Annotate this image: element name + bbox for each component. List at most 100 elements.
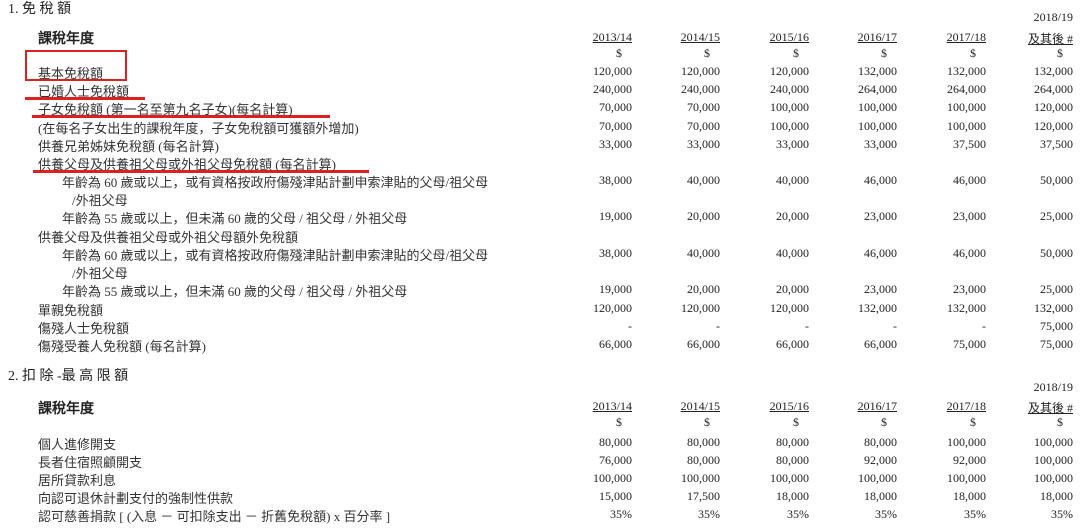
row-value: 100,000	[593, 471, 632, 485]
row-value: 100,000	[770, 119, 809, 133]
row-value: 120,000	[770, 64, 809, 78]
row-label: 子女免稅額 (第一名至第九名子女)(每名計算)	[38, 102, 293, 117]
row-value: 46,000	[953, 246, 986, 260]
row-label: 供養兄弟姊妹免稅額 (每名計算)	[38, 139, 219, 154]
year-header-text: 2013/14	[592, 399, 632, 413]
row-value: 264,000	[947, 82, 986, 96]
row-label-continuation: /外祖父母	[72, 193, 128, 208]
row-value: 120,000	[770, 301, 809, 315]
row-value: 100,000	[858, 100, 897, 114]
row-value: 75,000	[1040, 319, 1073, 333]
year-header-text: 2017/18	[946, 399, 986, 413]
year-header: 2017/18	[906, 30, 986, 45]
annotation-underline	[25, 97, 145, 100]
row-value: 80,000	[599, 435, 632, 449]
row-value: 80,000	[864, 435, 897, 449]
row-label: 年齡為 60 歲或以上，或有資格按政府傷殘津貼計劃申索津貼的父母/祖父母	[62, 248, 489, 263]
row-value: -	[628, 319, 632, 333]
year-header-text: 及其後 #	[1027, 401, 1073, 415]
row-label: (在每名子女出生的課稅年度，子女免稅額可獲額外增加)	[38, 121, 359, 136]
currency-symbol: $	[704, 415, 710, 429]
year-header: 及其後 #	[993, 399, 1073, 416]
row-value: 20,000	[687, 209, 720, 223]
row-value: 100,000	[1034, 453, 1073, 467]
currency-symbol: $	[704, 46, 710, 60]
row-label: 供養父母及供養祖父母或外祖父母額外免稅額	[38, 230, 299, 245]
row-value: 20,000	[687, 282, 720, 296]
row-label: 單親免稅額	[38, 303, 104, 318]
row-value: 15,000	[599, 489, 632, 503]
row-value: 35%	[787, 507, 809, 521]
year-header-top: 2018/19	[1033, 380, 1073, 394]
row-value: 25,000	[1040, 282, 1073, 296]
year-header-text: 2015/16	[769, 30, 809, 44]
year-header: 2016/17	[817, 399, 897, 414]
year-header: 2017/18	[906, 399, 986, 414]
row-value: 35%	[964, 507, 986, 521]
row-value: 40,000	[776, 246, 809, 260]
section2-title: 2. 扣 除 -最 高 限 額	[8, 369, 129, 384]
section1-header-label: 課稅年度	[38, 32, 94, 47]
row-value: 50,000	[1040, 173, 1073, 187]
row-value: 33,000	[864, 137, 897, 151]
row-value: 33,000	[776, 137, 809, 151]
year-header: 2015/16	[729, 399, 809, 414]
row-value: 70,000	[687, 119, 720, 133]
row-value: -	[982, 319, 986, 333]
row-value: 80,000	[687, 435, 720, 449]
row-value: 66,000	[687, 337, 720, 351]
row-value: 100,000	[681, 471, 720, 485]
row-value: 92,000	[953, 453, 986, 467]
row-value: -	[893, 319, 897, 333]
row-label: 年齡為 55 歲或以上，但未滿 60 歲的父母 / 祖父母 / 外祖父母	[62, 211, 408, 226]
row-value: 80,000	[776, 453, 809, 467]
row-value: 240,000	[593, 82, 632, 96]
row-label: 基本免稅額	[38, 66, 104, 81]
row-value: 20,000	[776, 282, 809, 296]
row-value: 75,000	[1040, 337, 1073, 351]
currency-symbol: $	[881, 46, 887, 60]
row-value: 50,000	[1040, 246, 1073, 260]
row-value: 46,000	[864, 173, 897, 187]
section2-header-label: 課稅年度	[38, 402, 94, 417]
row-value: 120,000	[1034, 100, 1073, 114]
row-value: 33,000	[687, 137, 720, 151]
row-value: 38,000	[599, 173, 632, 187]
row-value: -	[805, 319, 809, 333]
row-value: 17,500	[687, 489, 720, 503]
row-value: 23,000	[864, 282, 897, 296]
year-header-top: 2018/19	[1033, 10, 1073, 24]
row-value: 46,000	[864, 246, 897, 260]
row-label: 年齡為 55 歲或以上，但未滿 60 歲的父母 / 祖父母 / 外祖父母	[62, 284, 408, 299]
currency-symbol: $	[793, 415, 799, 429]
row-label: 認可慈善捐款 [ (入息 － 可扣除支出 － 折舊免稅額) x 百分率 ]	[38, 509, 391, 524]
row-label: 向認可退休計劃支付的強制性供款	[38, 491, 234, 506]
annotation-box	[25, 50, 127, 81]
year-header-text: 2016/17	[857, 30, 897, 44]
row-value: 33,000	[599, 137, 632, 151]
row-value: 100,000	[770, 471, 809, 485]
currency-symbol: $	[616, 415, 622, 429]
row-value: 35%	[610, 507, 632, 521]
row-value: 75,000	[953, 337, 986, 351]
row-label: 個人進修開支	[38, 437, 117, 452]
currency-symbol: $	[1057, 46, 1063, 60]
annotation-underline	[32, 115, 330, 118]
row-value: 100,000	[1034, 435, 1073, 449]
currency-symbol: $	[881, 415, 887, 429]
currency-symbol: $	[970, 46, 976, 60]
row-value: 35%	[698, 507, 720, 521]
year-header: 2015/16	[729, 30, 809, 45]
row-label: 供養父母及供養祖父母或外祖父母免稅額 (每名計算)	[38, 157, 336, 172]
year-header-text: 2014/15	[680, 30, 720, 44]
row-label: 傷殘人士免稅額	[38, 321, 130, 336]
row-label: 年齡為 60 歲或以上，或有資格按政府傷殘津貼計劃申索津貼的父母/祖父母	[62, 175, 489, 190]
row-value: 19,000	[599, 282, 632, 296]
row-value: 25,000	[1040, 209, 1073, 223]
row-value: -	[716, 319, 720, 333]
row-value: 132,000	[947, 301, 986, 315]
row-value: 100,000	[858, 471, 897, 485]
row-value: 100,000	[770, 100, 809, 114]
row-value: 100,000	[947, 435, 986, 449]
year-header-text: 2016/17	[857, 399, 897, 413]
